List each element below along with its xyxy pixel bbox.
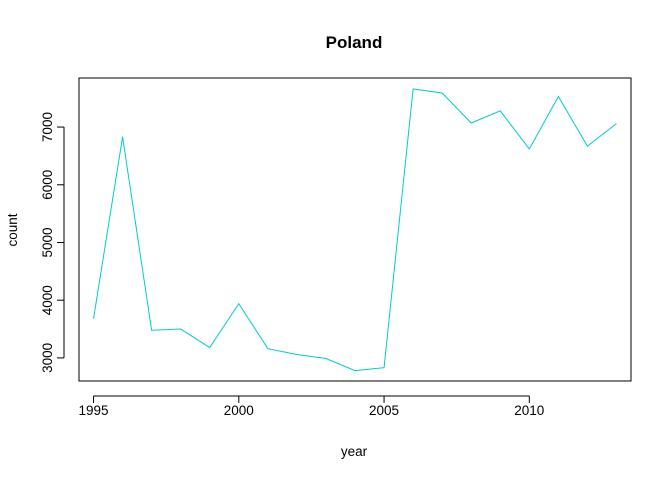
x-tick-label: 1995: [79, 403, 109, 418]
y-tick-label: 7000: [40, 112, 55, 142]
x-tick-label: 2010: [514, 403, 544, 418]
y-tick-label: 5000: [40, 227, 55, 257]
y-axis: 3000 4000 5000 6000 7000: [40, 112, 65, 373]
x-tick-label: 2005: [369, 403, 399, 418]
x-axis: 1995 2000 2005 2010: [79, 395, 544, 418]
plot-frame: [78, 77, 632, 382]
chart-title: Poland: [326, 33, 383, 52]
series-layer: [93, 88, 617, 372]
x-axis-label: year: [341, 444, 368, 459]
y-tick-label: 3000: [40, 343, 55, 373]
y-axis-label: count: [5, 213, 20, 246]
y-tick-label: 4000: [40, 285, 55, 315]
x-tick-label: 2000: [224, 403, 254, 418]
series-line: [93, 88, 617, 372]
y-tick-label: 6000: [40, 170, 55, 200]
